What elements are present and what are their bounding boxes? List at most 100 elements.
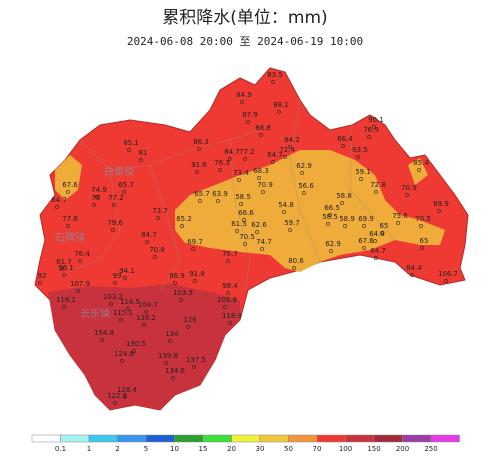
station-value: 59.7 <box>284 219 300 227</box>
station-dot <box>197 147 201 151</box>
station-dot <box>271 80 275 84</box>
station-value: 64.7 <box>51 196 67 204</box>
station-dot <box>168 339 172 343</box>
station-value: 90.1 <box>368 116 384 124</box>
station-dot <box>405 193 409 197</box>
station-value: 56.6 <box>298 182 314 190</box>
station-value: 88.1 <box>273 101 289 109</box>
station-dot <box>228 321 232 325</box>
station-value: 122.9 <box>107 392 127 400</box>
region-50-70 <box>55 155 82 200</box>
station-dot <box>359 177 363 181</box>
station-value: 134 <box>165 330 179 338</box>
station-value: 77.8 <box>62 215 78 223</box>
legend-swatch <box>202 434 232 443</box>
station-value: 85.4 <box>413 159 429 167</box>
station-dot <box>112 203 116 207</box>
station-dot <box>260 247 264 251</box>
station-value: 58.9 <box>339 215 355 223</box>
station-dot <box>243 157 247 161</box>
station-dot <box>195 170 199 174</box>
station-dot <box>144 310 148 314</box>
station-dot <box>302 191 306 195</box>
station-value: 94.1 <box>119 267 135 275</box>
station-dot <box>326 222 330 226</box>
station-dot <box>437 209 441 213</box>
station-value: 103.9 <box>173 289 193 297</box>
station-dot <box>123 395 127 399</box>
station-value: 58.5 <box>235 193 251 201</box>
station-dot <box>300 171 304 175</box>
station-dot <box>380 231 384 235</box>
station-dot <box>396 221 400 225</box>
station-value: 96.1 <box>58 264 74 272</box>
station-dot <box>226 291 230 295</box>
station-value: 116.1 <box>56 296 76 304</box>
station-dot <box>292 266 296 270</box>
legend-label: 5 <box>144 445 148 453</box>
station-value: 84.9 <box>236 91 252 99</box>
station-value: 84.7 <box>224 148 240 156</box>
station-value: 64.7 <box>267 151 283 159</box>
legend-swatch <box>31 434 61 443</box>
station-value: 70.5 <box>415 215 431 223</box>
station-dot <box>246 120 250 124</box>
legend-label: 15 <box>199 445 208 453</box>
station-value: 72.8 <box>370 181 386 189</box>
station-dot <box>191 247 195 251</box>
station-value: 70.8 <box>149 246 165 254</box>
legend-swatch <box>316 434 346 443</box>
station-dot <box>444 279 448 283</box>
legend-label: 10 <box>170 445 179 453</box>
station-value: 98.4 <box>222 282 238 290</box>
station-value: 65.7 <box>118 181 134 189</box>
station-dot <box>92 203 96 207</box>
station-dot <box>62 305 66 309</box>
station-dot <box>100 338 104 342</box>
legend-swatch <box>117 434 147 443</box>
station-value: 66.5 <box>324 204 340 212</box>
station-dot <box>237 178 241 182</box>
station-value: 70 <box>92 194 101 202</box>
station-value: 69.9 <box>433 200 449 208</box>
station-value: 65 <box>420 237 429 245</box>
station-value: 77.2 <box>108 194 124 202</box>
station-value: 84.2 <box>284 136 300 144</box>
station-value: 69.7 <box>187 238 203 246</box>
station-dot <box>66 190 70 194</box>
station-dot <box>142 323 146 327</box>
station-value: 77.2 <box>239 148 255 156</box>
station-value: 130.5 <box>126 340 146 348</box>
station-dot <box>120 359 124 363</box>
town-label: 长乐镇 <box>80 307 110 320</box>
station-value: 81 <box>139 149 148 157</box>
station-value: 91.6 <box>191 161 207 169</box>
station-dot <box>228 157 232 161</box>
station-value: 65.2 <box>176 215 192 223</box>
station-dot <box>372 125 376 129</box>
station-value: 126 <box>183 316 197 324</box>
station-dot <box>277 110 281 114</box>
station-dot <box>417 168 421 172</box>
station-value: 78.4 <box>74 250 90 258</box>
station-dot <box>180 224 184 228</box>
station-value: 87.9 <box>242 111 258 119</box>
legend-swatch <box>259 434 289 443</box>
station-value: 73.4 <box>233 169 249 177</box>
station-dot <box>367 135 371 139</box>
station-dot <box>122 190 126 194</box>
station-dot <box>216 199 220 203</box>
station-value: 61.7 <box>56 258 72 266</box>
legend: 0.1 1 2 5 10 15 20 30 50 70 100 150 200 250 <box>31 434 460 453</box>
legend-label: 200 <box>396 445 409 453</box>
legend-swatch <box>231 434 261 443</box>
station-dot <box>127 148 131 152</box>
station-dot <box>420 246 424 250</box>
station-value: 54.8 <box>278 201 294 209</box>
station-dot <box>255 230 259 234</box>
station-value: 70.9 <box>257 181 273 189</box>
station-value: 79.6 <box>107 219 123 227</box>
